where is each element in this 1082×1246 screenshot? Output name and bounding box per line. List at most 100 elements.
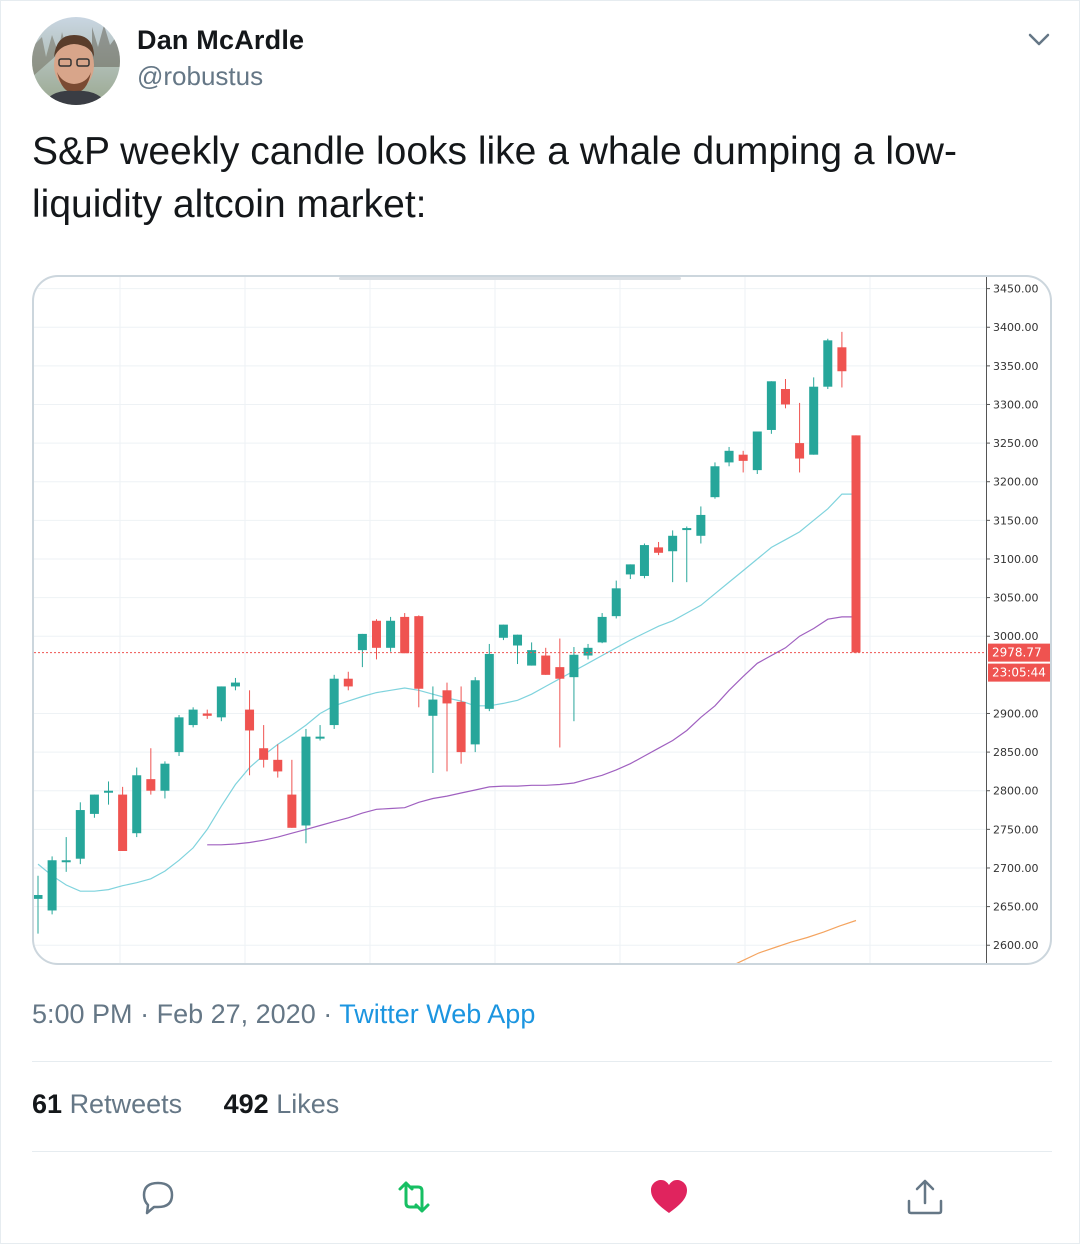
candle-body bbox=[371, 620, 381, 648]
ma-slow-line bbox=[207, 616, 856, 846]
candle bbox=[682, 526, 692, 583]
price-tick-label: 3050.00 bbox=[993, 592, 1039, 605]
heart-icon[interactable] bbox=[645, 1173, 693, 1221]
candle bbox=[386, 616, 396, 652]
candle-body bbox=[639, 545, 649, 576]
candle-body bbox=[216, 686, 226, 718]
likes-stat[interactable]: 492 Likes bbox=[224, 1089, 340, 1120]
candle-body bbox=[569, 654, 579, 678]
candles bbox=[34, 331, 861, 934]
candle bbox=[569, 647, 579, 722]
last-price-badge: 2978.77 bbox=[988, 643, 1050, 662]
candle-body bbox=[75, 810, 85, 859]
candle bbox=[287, 759, 297, 828]
candle bbox=[823, 338, 833, 390]
countdown-label: 23:05:44 bbox=[992, 666, 1046, 680]
candle bbox=[315, 725, 325, 741]
candle-body bbox=[61, 860, 71, 863]
candle bbox=[795, 402, 805, 473]
divider bbox=[32, 1061, 1052, 1062]
candle-body bbox=[146, 779, 156, 791]
candle bbox=[75, 802, 85, 865]
candle bbox=[442, 682, 452, 772]
share-icon[interactable] bbox=[901, 1173, 949, 1221]
retweets-count: 61 bbox=[32, 1089, 63, 1119]
candle bbox=[132, 767, 142, 838]
candle bbox=[470, 677, 480, 753]
candle-body bbox=[555, 667, 565, 679]
candle bbox=[34, 875, 43, 934]
candle bbox=[273, 744, 283, 778]
candle bbox=[611, 580, 621, 619]
candle-body bbox=[174, 717, 184, 753]
candle bbox=[780, 378, 790, 409]
countdown-badge: 23:05:44 bbox=[988, 663, 1050, 682]
candle-body bbox=[273, 759, 283, 772]
chart-toolbar-handle bbox=[339, 277, 681, 280]
retweets-label: Retweets bbox=[69, 1089, 183, 1119]
tweet-time[interactable]: 5:00 PM bbox=[32, 999, 133, 1029]
display-name[interactable]: Dan McArdle bbox=[137, 25, 305, 55]
candle bbox=[710, 462, 720, 499]
chevron-down-icon[interactable] bbox=[1023, 25, 1055, 53]
candle-body bbox=[513, 634, 523, 646]
candle bbox=[188, 707, 198, 728]
candle-body bbox=[696, 514, 706, 536]
candle-body bbox=[809, 386, 819, 455]
price-axis: 3450.00 3400.00 3350.00 3300.00 3250.00 3200.… bbox=[986, 283, 1039, 952]
retweet-icon[interactable] bbox=[390, 1173, 438, 1221]
reply-icon[interactable] bbox=[134, 1173, 182, 1221]
candle bbox=[61, 837, 71, 872]
price-tick-label: 3250.00 bbox=[993, 437, 1039, 450]
candle bbox=[104, 781, 114, 805]
candle bbox=[484, 643, 494, 712]
candle bbox=[89, 794, 99, 818]
price-tick-label: 2650.00 bbox=[993, 901, 1039, 914]
retweets-stat[interactable]: 61 Retweets bbox=[32, 1089, 182, 1120]
price-tick-label: 3150.00 bbox=[993, 514, 1039, 527]
candle-body bbox=[400, 616, 410, 654]
candle-body bbox=[583, 647, 593, 656]
tweet-media[interactable]: 3450.00 3400.00 3350.00 3300.00 3250.00 3200.… bbox=[32, 275, 1052, 965]
price-tick-label: 2600.00 bbox=[993, 939, 1039, 952]
candle bbox=[174, 715, 184, 756]
price-tick-label: 3400.00 bbox=[993, 321, 1039, 334]
candle-body bbox=[47, 860, 57, 911]
price-tick-label: 3000.00 bbox=[993, 630, 1039, 643]
candle bbox=[851, 435, 861, 654]
tweet-meta: 5:00 PM · Feb 27, 2020 · Twitter Web App bbox=[32, 999, 535, 1030]
avatar[interactable] bbox=[32, 17, 120, 105]
price-tick-label: 3450.00 bbox=[993, 283, 1039, 296]
user-handle[interactable]: @robustus bbox=[137, 61, 264, 91]
candle bbox=[301, 728, 311, 844]
candle-body bbox=[527, 650, 537, 666]
candle bbox=[202, 709, 212, 719]
candle-body bbox=[188, 709, 198, 726]
candle-body bbox=[89, 794, 99, 814]
candle-body bbox=[823, 340, 833, 387]
tweet-date[interactable]: Feb 27, 2020 bbox=[156, 999, 316, 1029]
candle bbox=[527, 642, 537, 666]
source-link[interactable]: Twitter Web App bbox=[339, 999, 536, 1029]
candle bbox=[837, 331, 847, 388]
candle-body bbox=[230, 682, 240, 687]
candle-body bbox=[287, 794, 297, 828]
last-price-label: 2978.77 bbox=[992, 646, 1042, 660]
candle bbox=[513, 634, 523, 665]
candle bbox=[555, 638, 565, 748]
candle-body bbox=[245, 709, 255, 731]
candle bbox=[597, 613, 607, 644]
candle bbox=[414, 615, 424, 708]
candle-body bbox=[654, 547, 664, 553]
candle bbox=[343, 671, 353, 691]
divider bbox=[32, 1151, 1052, 1152]
candle-body bbox=[484, 653, 494, 709]
candle bbox=[738, 450, 748, 473]
candle-body bbox=[498, 624, 508, 638]
candle bbox=[230, 677, 240, 691]
candle-body bbox=[329, 678, 339, 726]
price-tick-label: 3200.00 bbox=[993, 476, 1039, 489]
tweet-text: S&P weekly candle looks like a whale dum… bbox=[32, 130, 957, 226]
price-tick-label: 2750.00 bbox=[993, 823, 1039, 836]
candle bbox=[118, 786, 128, 851]
